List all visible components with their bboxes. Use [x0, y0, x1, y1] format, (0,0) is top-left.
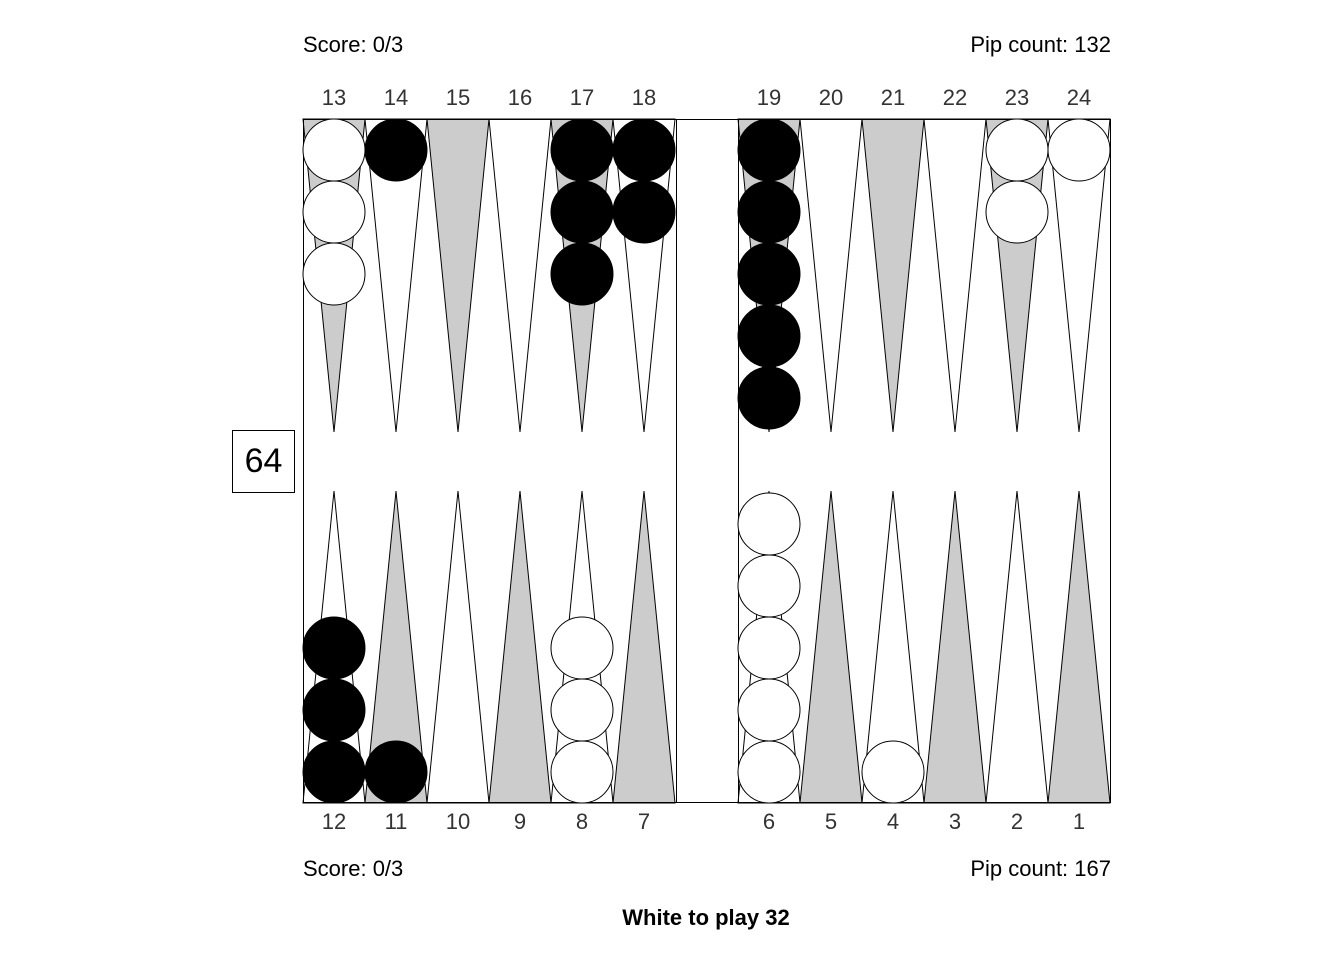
point-label-top: 14 — [384, 85, 408, 110]
white-checker[interactable] — [550, 678, 614, 742]
bottom-score: Score: 0/3 — [303, 856, 404, 881]
point-label-bottom: 2 — [1011, 809, 1023, 834]
black-checker[interactable] — [737, 366, 801, 430]
point-label-bottom: 10 — [446, 809, 470, 834]
point-label-bottom: 4 — [887, 809, 899, 834]
point-label-top: 20 — [819, 85, 843, 110]
point-label-top: 24 — [1067, 85, 1091, 110]
point-label-top: 18 — [632, 85, 656, 110]
black-checker[interactable] — [550, 118, 614, 182]
point-label-top: 13 — [322, 85, 346, 110]
black-checker[interactable] — [550, 180, 614, 244]
white-checker[interactable] — [302, 242, 366, 306]
point-label-top: 23 — [1005, 85, 1029, 110]
white-checker[interactable] — [737, 616, 801, 680]
top-score: Score: 0/3 — [303, 32, 404, 57]
white-checker[interactable] — [737, 740, 801, 804]
white-checker[interactable] — [737, 492, 801, 556]
doubling-cube[interactable]: 64 — [232, 430, 295, 493]
point-label-top: 21 — [881, 85, 905, 110]
black-checker[interactable] — [612, 180, 676, 244]
white-checker[interactable] — [302, 180, 366, 244]
point-label-bottom: 11 — [385, 809, 408, 834]
point-label-top: 19 — [757, 85, 781, 110]
turn-status: White to play 32 — [622, 905, 790, 930]
black-checker[interactable] — [364, 118, 428, 182]
black-checker[interactable] — [302, 740, 366, 804]
point-label-bottom: 1 — [1073, 809, 1085, 834]
black-checker[interactable] — [737, 180, 801, 244]
black-checker[interactable] — [302, 678, 366, 742]
white-checker[interactable] — [550, 740, 614, 804]
point-label-bottom: 5 — [825, 809, 837, 834]
black-checker[interactable] — [302, 616, 366, 680]
point-label-bottom: 8 — [576, 809, 588, 834]
point-label-bottom: 6 — [763, 809, 775, 834]
black-checker[interactable] — [550, 242, 614, 306]
white-checker[interactable] — [302, 118, 366, 182]
point-label-bottom: 3 — [949, 809, 961, 834]
white-checker[interactable] — [985, 180, 1049, 244]
black-checker[interactable] — [612, 118, 676, 182]
black-checker[interactable] — [364, 740, 428, 804]
point-label-top: 16 — [508, 85, 532, 110]
white-checker[interactable] — [861, 740, 925, 804]
white-checker[interactable] — [1047, 118, 1111, 182]
bottom-pip-count: Pip count: 167 — [970, 856, 1111, 881]
black-checker[interactable] — [737, 118, 801, 182]
board-outline — [303, 119, 1111, 803]
white-checker[interactable] — [737, 554, 801, 618]
white-checker[interactable] — [985, 118, 1049, 182]
point-label-top: 17 — [570, 85, 594, 110]
white-checker[interactable] — [550, 616, 614, 680]
black-checker[interactable] — [737, 242, 801, 306]
point-label-bottom: 7 — [638, 809, 650, 834]
top-pip-count: Pip count: 132 — [970, 32, 1111, 57]
board-background — [303, 119, 1111, 803]
point-label-bottom: 12 — [322, 809, 346, 834]
point-label-bottom: 9 — [514, 809, 526, 834]
black-checker[interactable] — [737, 304, 801, 368]
point-label-top: 15 — [446, 85, 470, 110]
white-checker[interactable] — [737, 678, 801, 742]
point-label-top: 22 — [943, 85, 967, 110]
